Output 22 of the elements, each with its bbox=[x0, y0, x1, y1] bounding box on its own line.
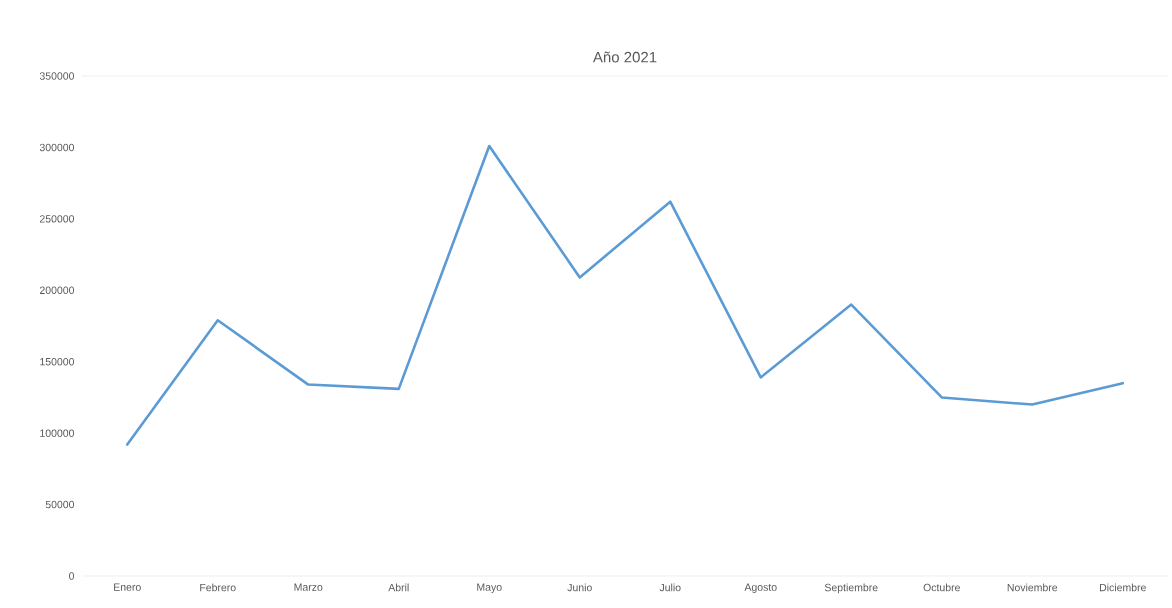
x-tick-label: Enero bbox=[114, 583, 141, 591]
y-tick-label: 300000 bbox=[39, 143, 75, 152]
x-tick-label: Febrero bbox=[200, 583, 236, 592]
x-tick-label: Diciembre bbox=[1099, 583, 1146, 592]
x-tick-label: Noviembre bbox=[1007, 583, 1058, 592]
y-tick-label: 50000 bbox=[45, 500, 75, 509]
y-tick-label: 350000 bbox=[39, 72, 75, 80]
y-tick-label: 200000 bbox=[39, 286, 75, 295]
x-tick-label: Abril bbox=[388, 583, 409, 592]
x-tick-label: Junio bbox=[567, 583, 592, 592]
y-tick-label: 250000 bbox=[39, 215, 75, 223]
x-tick-label: Agosto bbox=[744, 583, 777, 593]
y-tick-label: 150000 bbox=[40, 358, 75, 366]
line-series bbox=[125, 144, 1125, 446]
x-tick-label: Mayo bbox=[477, 583, 502, 593]
x-tick-label: Septiembre bbox=[824, 583, 878, 594]
x-tick-label: Julio bbox=[659, 583, 681, 592]
y-tick-label: 100000 bbox=[40, 429, 75, 437]
chart-title: Año 2021 bbox=[592, 51, 657, 63]
x-tick-label: Octubre bbox=[923, 583, 960, 592]
y-tick-label: 0 bbox=[69, 572, 75, 580]
x-tick-label: Marzo bbox=[294, 583, 323, 591]
